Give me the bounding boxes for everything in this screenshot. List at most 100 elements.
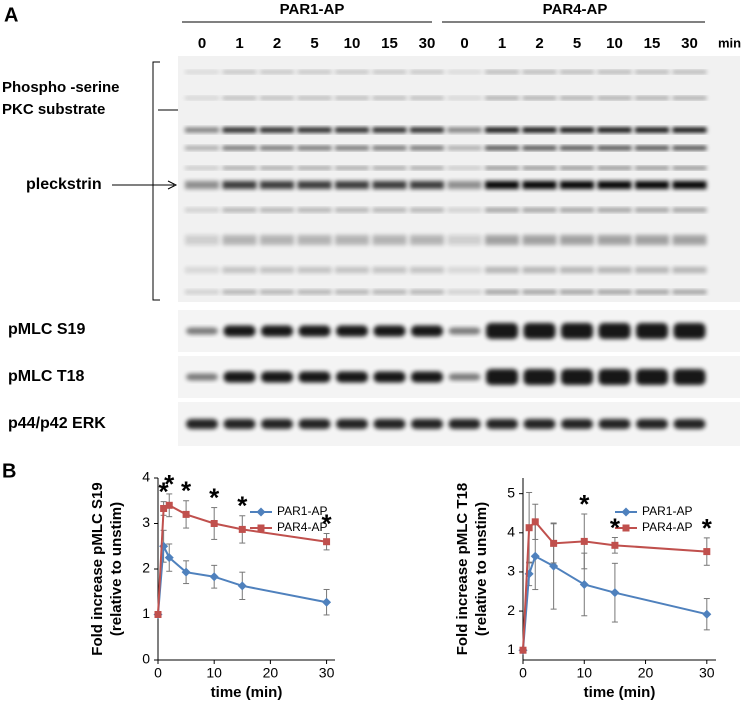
band [410, 235, 444, 245]
band [185, 166, 219, 170]
band [635, 166, 669, 170]
band [260, 235, 294, 245]
legend-marker [257, 524, 265, 532]
band [447, 166, 482, 170]
panel-label: B [2, 460, 16, 482]
y-tick-label: 1 [142, 605, 150, 621]
band [597, 267, 632, 273]
y-axis-label: Fold increase pMLC T18 [454, 483, 471, 656]
band [485, 166, 519, 170]
band [522, 96, 557, 100]
band [410, 146, 444, 150]
significance: * [164, 469, 175, 499]
lane-label: 10 [606, 35, 623, 52]
band [597, 290, 632, 294]
band [447, 127, 482, 133]
band [185, 235, 219, 245]
band [672, 290, 707, 294]
band [411, 371, 443, 383]
band [297, 127, 332, 133]
band [260, 267, 294, 273]
band [336, 371, 368, 383]
y-tick-label: 0 [142, 651, 150, 667]
band [298, 325, 331, 337]
band [260, 290, 294, 294]
band [185, 181, 219, 189]
group-label: PAR1-AP [280, 1, 345, 18]
band [297, 70, 332, 74]
marker [611, 541, 619, 549]
band [372, 235, 407, 245]
band [372, 70, 407, 74]
band [186, 327, 218, 335]
band [560, 146, 594, 150]
significance: * [610, 512, 621, 542]
band [486, 323, 518, 339]
band [260, 127, 294, 133]
band [485, 146, 519, 150]
band [185, 146, 219, 150]
band [522, 181, 557, 189]
y-tick-label: 1 [507, 641, 515, 657]
band [522, 146, 557, 150]
band [222, 146, 257, 150]
band [672, 235, 707, 245]
band [561, 419, 593, 429]
y-tick-label: 4 [142, 469, 150, 485]
band [410, 166, 444, 170]
y-axis-label: (relative to unstim) [108, 502, 125, 636]
marker [323, 538, 331, 546]
band [297, 146, 332, 150]
band [447, 96, 482, 100]
marker [610, 588, 620, 598]
marker [322, 597, 332, 607]
marker [209, 572, 219, 582]
band [260, 181, 294, 189]
band [335, 267, 369, 273]
lane-label: 5 [573, 35, 581, 52]
band [673, 323, 706, 339]
band [222, 127, 257, 133]
marker [237, 581, 247, 591]
band [597, 166, 632, 170]
band [260, 208, 294, 212]
band [372, 166, 407, 170]
band [410, 208, 444, 212]
band [636, 323, 668, 339]
band [485, 235, 519, 245]
band [336, 419, 368, 429]
band [185, 290, 219, 294]
legend-label: PAR1-AP [277, 504, 327, 518]
band [597, 127, 632, 133]
x-axis-label: time (min) [211, 684, 283, 701]
band [372, 96, 407, 100]
band [448, 373, 481, 381]
band [410, 70, 444, 74]
marker [165, 501, 173, 509]
marker [531, 518, 539, 526]
band [447, 267, 482, 273]
band [185, 96, 219, 100]
marker [182, 510, 190, 518]
y-tick-label: 5 [507, 484, 515, 500]
band [297, 96, 332, 100]
band [448, 327, 481, 335]
significance: * [322, 508, 333, 538]
band [598, 419, 631, 429]
marker [530, 551, 540, 561]
band [372, 208, 407, 212]
band [673, 419, 706, 429]
blot-label: pMLC S19 [8, 321, 85, 338]
blot [178, 56, 740, 302]
band [672, 127, 707, 133]
band [297, 181, 332, 189]
band [410, 127, 444, 133]
y-axis-label: Fold increase pMLC S19 [89, 482, 106, 655]
band [411, 325, 443, 337]
band [335, 127, 369, 133]
band [372, 267, 407, 273]
band [560, 181, 594, 189]
lane-label: 5 [310, 35, 318, 52]
band [223, 371, 256, 383]
marker [519, 646, 527, 654]
